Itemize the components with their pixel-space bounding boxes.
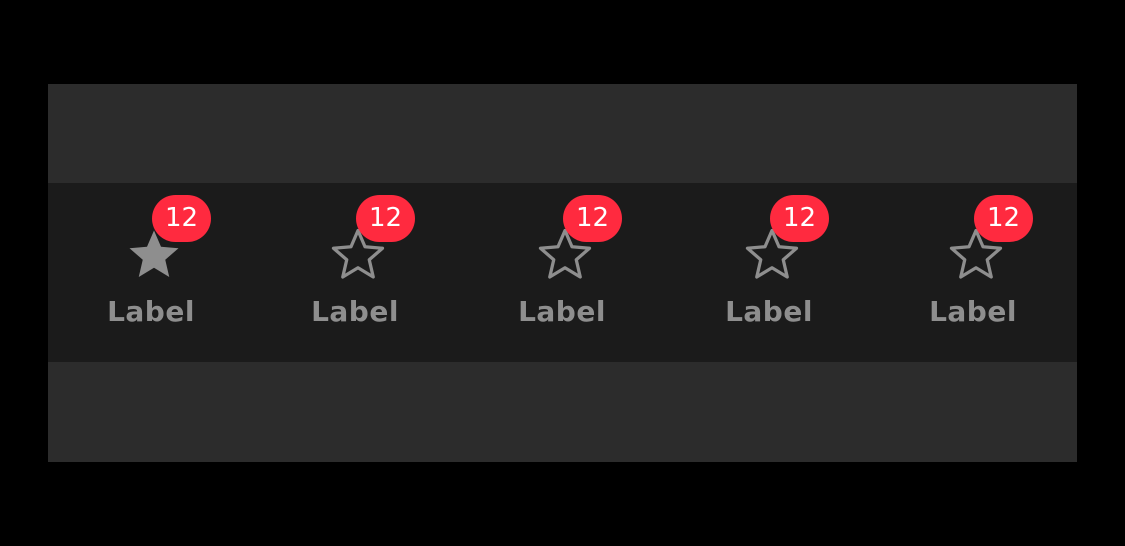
- tab-item-4[interactable]: 12 Label: [709, 183, 829, 362]
- tab-label: Label: [518, 295, 606, 328]
- star-outline-icon: [327, 224, 389, 284]
- tab-bar: 12 Label 12 Label 12 Label: [48, 183, 1077, 362]
- tab-item-5[interactable]: 12 Label: [913, 183, 1033, 362]
- notification-badge: 12: [770, 195, 829, 242]
- tab-label: Label: [929, 295, 1017, 328]
- notification-badge: 12: [152, 195, 211, 242]
- tab-label: Label: [725, 295, 813, 328]
- screen-frame: 12 Label 12 Label 12 Label: [48, 84, 1077, 462]
- tab-label: Label: [107, 295, 195, 328]
- tab-item-3[interactable]: 12 Label: [502, 183, 622, 362]
- star-filled-icon: [123, 224, 185, 284]
- tab-label: Label: [311, 295, 399, 328]
- star-outline-icon: [534, 224, 596, 284]
- notification-badge: 12: [563, 195, 622, 242]
- notification-badge: 12: [974, 195, 1033, 242]
- star-outline-icon: [741, 224, 803, 284]
- star-outline-icon: [945, 224, 1007, 284]
- tab-item-1[interactable]: 12 Label: [91, 183, 211, 362]
- tab-item-2[interactable]: 12 Label: [295, 183, 415, 362]
- notification-badge: 12: [356, 195, 415, 242]
